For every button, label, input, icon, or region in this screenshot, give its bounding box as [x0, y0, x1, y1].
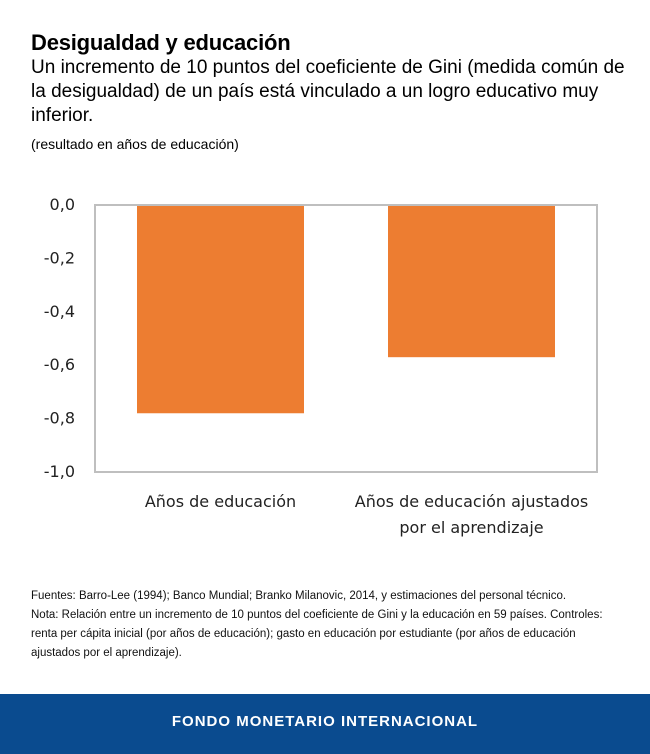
- bar: [388, 205, 555, 358]
- chart-unit-label: (resultado en años de educación): [31, 136, 239, 152]
- bar: [137, 205, 304, 414]
- chart-header: Desigualdad y educación Un incremento de…: [31, 30, 631, 153]
- y-tick-label: 0,0: [50, 195, 75, 214]
- footer-banner: FONDO MONETARIO INTERNACIONAL: [0, 694, 650, 754]
- y-tick-label: -0,2: [44, 248, 75, 267]
- y-tick-label: -0,4: [44, 302, 75, 321]
- chart-title: Desigualdad y educación: [31, 30, 291, 55]
- sources-note: Fuentes: Barro-Lee (1994); Banco Mundial…: [31, 590, 567, 602]
- y-tick-label: -0,8: [44, 409, 75, 428]
- x-category-label: Años de educación: [145, 492, 296, 511]
- x-category-label: por el aprendizaje: [399, 518, 543, 537]
- chart-subtitle: Un incremento de 10 puntos del coeficien…: [31, 57, 625, 126]
- y-tick-label: -0,6: [44, 355, 75, 374]
- chart-notes: Fuentes: Barro-Lee (1994); Banco Mundial…: [31, 587, 621, 663]
- footer-label: FONDO MONETARIO INTERNACIONAL: [171, 713, 479, 730]
- x-category-label: Años de educación ajustados: [355, 492, 588, 511]
- y-tick-label: -1,0: [44, 462, 75, 481]
- method-note: Nota: Relación entre un incremento de 10…: [31, 609, 603, 659]
- bar-chart: 0,0 -0,2 -0,4 -0,6 -0,8 -1,0 Años de educación…: [44, 195, 598, 537]
- plot-frame: [94, 204, 598, 473]
